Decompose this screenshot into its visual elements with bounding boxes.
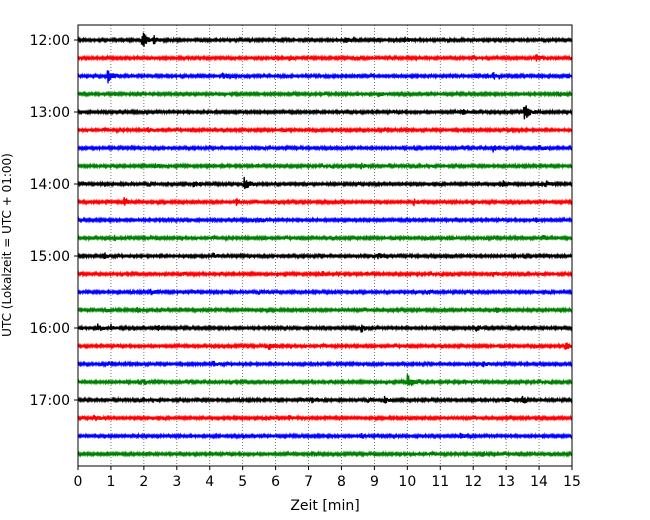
trace-1645 — [77, 373, 573, 387]
trace-1215 — [77, 53, 573, 62]
seismic-traces — [77, 32, 573, 459]
trace-1615 — [77, 341, 573, 351]
trace-1730 — [77, 431, 573, 440]
plot-frame — [77, 24, 573, 467]
y-tick-label: 17:00 — [30, 393, 70, 409]
trace-1600 — [77, 323, 573, 333]
trace-1400 — [77, 176, 573, 190]
trace-1745 — [77, 449, 573, 459]
x-axis-label: Zeit [min] — [290, 498, 359, 514]
x-tick-label: 7 — [304, 474, 313, 490]
x-tick-label: 11 — [431, 474, 449, 490]
trace-1700 — [77, 395, 573, 404]
x-tick-label: 12 — [464, 474, 482, 490]
trace-1545 — [77, 305, 573, 315]
x-tick-label: 14 — [530, 474, 548, 490]
x-tick-label: 4 — [205, 474, 214, 490]
trace-1715 — [77, 413, 573, 423]
y-axis-label: UTC (Lokalzeit = UTC + 01:00) — [0, 153, 14, 337]
trace-1530 — [77, 288, 573, 296]
x-tick-label: 15 — [563, 474, 581, 490]
trace-1445 — [77, 233, 573, 243]
x-tick-label: 3 — [172, 474, 181, 490]
trace-1500 — [77, 252, 573, 260]
y-tick-label: 16:00 — [30, 321, 70, 337]
x-tick-label: 1 — [106, 474, 115, 490]
trace-1345 — [77, 161, 573, 171]
trace-1330 — [77, 144, 573, 153]
y-tick-label: 13:00 — [30, 105, 70, 121]
x-tick-label: 2 — [139, 474, 148, 490]
trace-1630 — [77, 360, 573, 368]
x-tick-label: 9 — [370, 474, 379, 490]
x-tick-label: 8 — [337, 474, 346, 490]
y-axis-ticks: 12:00 13:00 14:00 15:00 16:00 17:00 — [30, 33, 78, 409]
y-tick-label: 15:00 — [30, 249, 70, 265]
x-tick-label: 0 — [74, 474, 83, 490]
trace-1245 — [77, 89, 573, 98]
x-tick-label: 13 — [497, 474, 515, 490]
trace-1515 — [77, 269, 573, 278]
x-tick-label: 5 — [238, 474, 247, 490]
trace-1430 — [77, 216, 573, 224]
x-axis-ticks: 0 1 2 3 4 5 6 7 8 9 10 11 12 13 14 15 — [74, 466, 581, 490]
trace-1300 — [77, 105, 573, 120]
y-tick-label: 12:00 — [30, 33, 70, 49]
x-tick-label: 6 — [271, 474, 280, 490]
y-tick-label: 14:00 — [30, 177, 70, 193]
trace-1200 — [77, 32, 573, 47]
x-tick-label: 10 — [398, 474, 416, 490]
trace-1230 — [77, 70, 573, 84]
trace-1315 — [77, 125, 573, 135]
trace-1415 — [77, 197, 573, 207]
